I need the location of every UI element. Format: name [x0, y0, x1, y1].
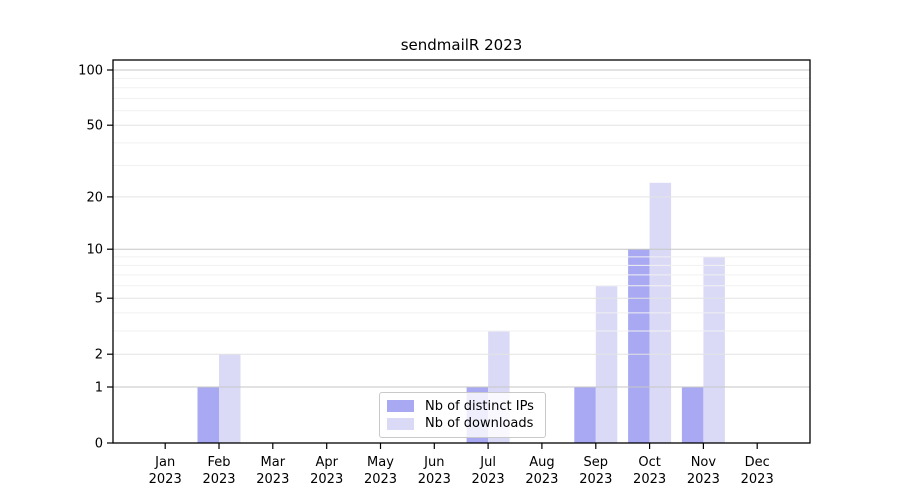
bar-nb-of-downloads-feb	[219, 354, 241, 443]
x-tick-label-oct: Oct	[638, 455, 660, 470]
x-tick-label-mar: Mar	[261, 455, 286, 470]
chart-title: sendmailR 2023	[400, 36, 523, 54]
bar-nb-of-distinct-ips-oct	[628, 249, 650, 443]
legend-label-downloads: Nb of downloads	[425, 416, 534, 432]
x-tick-label-jun: Jun	[423, 455, 444, 470]
x-tick-year-jun: 2023	[418, 472, 451, 487]
legend-item-downloads: Nb of downloads	[387, 416, 537, 431]
legend-swatch-distinct-ips	[387, 400, 414, 413]
y-tick-label-10: 10	[86, 243, 103, 258]
x-tick-label-sep: Sep	[584, 455, 609, 470]
legend: Nb of distinct IPs Nb of downloads	[379, 392, 546, 438]
x-tick-year-may: 2023	[364, 472, 397, 487]
y-tick-label-0: 0	[95, 437, 103, 452]
bar-nb-of-distinct-ips-sep	[574, 387, 596, 443]
x-tick-year-apr: 2023	[310, 472, 343, 487]
x-tick-year-jul: 2023	[472, 472, 505, 487]
legend-label-distinct-ips: Nb of distinct IPs	[425, 398, 534, 414]
bar-nb-of-distinct-ips-feb	[197, 387, 219, 443]
x-tick-label-may: May	[367, 455, 394, 470]
x-tick-year-jan: 2023	[149, 472, 182, 487]
plot-border	[112, 59, 811, 444]
bar-nb-of-distinct-ips-nov	[681, 387, 704, 443]
legend-item-distinct-ips: Nb of distinct IPs	[387, 399, 537, 414]
y-tick-label-2: 2	[95, 348, 103, 363]
x-tick-label-dec: Dec	[745, 455, 770, 470]
x-tick-year-dec: 2023	[741, 472, 774, 487]
x-tick-year-oct: 2023	[633, 472, 666, 487]
x-tick-label-apr: Apr	[315, 455, 338, 470]
y-tick-label-5: 5	[95, 292, 103, 307]
x-tick-label-aug: Aug	[529, 455, 554, 470]
x-tick-year-mar: 2023	[256, 472, 289, 487]
legend-swatch-downloads	[387, 417, 414, 430]
x-tick-year-aug: 2023	[525, 472, 558, 487]
bar-nb-of-downloads-sep	[595, 285, 618, 443]
x-tick-year-sep: 2023	[579, 472, 612, 487]
x-tick-label-jan: Jan	[154, 455, 175, 470]
y-tick-label-100: 100	[78, 64, 103, 79]
bar-nb-of-downloads-nov	[703, 256, 725, 443]
x-tick-label-feb: Feb	[207, 455, 230, 470]
y-tick-label-1: 1	[95, 381, 103, 396]
y-tick-label-20: 20	[86, 190, 103, 205]
x-tick-label-jul: Jul	[479, 455, 496, 470]
x-tick-label-nov: Nov	[691, 455, 717, 470]
x-tick-year-nov: 2023	[687, 472, 720, 487]
y-tick-label-50: 50	[86, 119, 103, 134]
x-tick-year-feb: 2023	[202, 472, 235, 487]
